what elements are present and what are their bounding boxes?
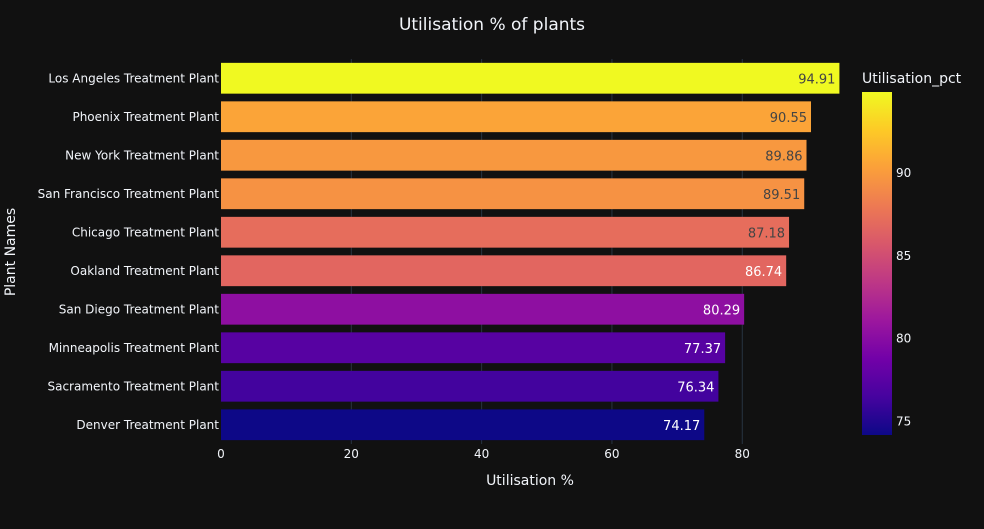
bar (221, 409, 705, 441)
y-axis-title: Plant Names (3, 208, 19, 296)
category-label: Denver Treatment Plant (76, 418, 219, 432)
x-axis-title: Utilisation % (486, 473, 574, 489)
category-label: Sacramento Treatment Plant (47, 379, 219, 393)
bar (221, 255, 787, 287)
bar-value-label: 77.37 (684, 342, 721, 357)
bar (221, 101, 812, 133)
colorbar-tick-label: 90 (896, 166, 911, 180)
colorbar-tick-label: 85 (896, 249, 911, 263)
category-label: Phoenix Treatment Plant (72, 110, 219, 124)
bars: 94.91 90.55 89.86 89.51 87.18 86.74 80.29 77.37… (221, 62, 840, 441)
category-label: San Francisco Treatment Plant (38, 187, 220, 201)
category-label: Chicago Treatment Plant (72, 225, 219, 239)
colorbar-title: Utilisation_pct (862, 71, 962, 87)
colorbar-ticks: 75 80 85 90 (896, 166, 911, 428)
colorbar-tick-label: 80 (896, 332, 911, 346)
colorbar-tick-label: 75 (896, 414, 911, 428)
bar (221, 370, 719, 402)
x-tick-label: 0 (217, 447, 225, 461)
category-labels: Los Angeles Treatment Plant Phoenix Treat… (38, 71, 220, 432)
bar (221, 139, 807, 171)
bar (221, 178, 805, 210)
bar-value-label: 89.51 (763, 188, 800, 203)
bar-value-label: 86.74 (745, 265, 782, 280)
bar-value-label: 76.34 (677, 380, 714, 395)
colorbar: Utilisation_pct 75 80 85 90 (862, 71, 962, 435)
chart-title: Utilisation % of plants (399, 15, 585, 35)
x-tick-label: 20 (344, 447, 359, 461)
x-axis-ticks: 0 20 40 60 80 (217, 447, 750, 461)
category-label: Minneapolis Treatment Plant (49, 341, 220, 355)
bar-value-label: 94.91 (798, 72, 835, 87)
bar (221, 332, 726, 364)
x-tick-label: 40 (474, 447, 489, 461)
category-label: Los Angeles Treatment Plant (48, 71, 219, 85)
bar-value-label: 80.29 (703, 303, 740, 318)
bar (221, 216, 790, 248)
x-tick-label: 80 (735, 447, 750, 461)
category-label: New York Treatment Plant (65, 148, 219, 162)
bar-value-label: 89.86 (765, 149, 802, 164)
x-tick-label: 60 (604, 447, 619, 461)
bar-value-label: 87.18 (748, 226, 785, 241)
colorbar-gradient (862, 92, 892, 435)
bar-value-label: 90.55 (770, 111, 807, 126)
bar (221, 293, 745, 325)
bar (221, 62, 840, 94)
category-label: San Diego Treatment Plant (59, 302, 220, 316)
bar-value-label: 74.17 (663, 419, 700, 434)
category-label: Oakland Treatment Plant (70, 264, 219, 278)
